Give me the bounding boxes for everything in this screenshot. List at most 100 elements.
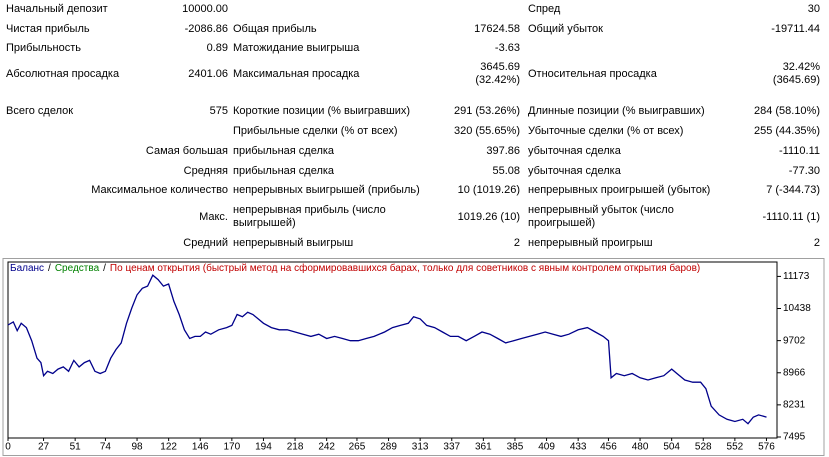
x-tick-label: 456	[600, 442, 617, 453]
legend-separator: /	[48, 263, 51, 274]
x-tick-label: 528	[695, 442, 712, 453]
report-label: Убыточные сделки (% от всех)	[528, 124, 684, 137]
x-tick-label: 242	[318, 442, 335, 453]
report-value: -2086.86	[184, 22, 228, 35]
report-label: Матожидание выигрыша	[233, 41, 360, 54]
report-value: -3.63	[494, 41, 520, 54]
report-value: 575	[209, 104, 228, 117]
y-tick-label: 8231	[783, 400, 806, 411]
report-label: Всего сделок	[6, 104, 74, 117]
report-row: Чистая прибыль -2086.86 Общая прибыль 17624…	[0, 19, 829, 39]
report-value: 291 (53.26%)	[453, 104, 520, 117]
report-value: 10 (1019.26)	[457, 183, 520, 196]
report-value: 2401.06	[188, 67, 228, 80]
report-value: 284 (58.10%)	[753, 104, 820, 117]
report-label: непрерывная прибыль (число выигрышей)	[233, 204, 386, 229]
x-tick-label: 98	[131, 442, 143, 453]
report-label: Максимальное количество	[91, 183, 228, 196]
report-label: Средняя	[183, 164, 228, 177]
x-tick-label: 313	[412, 442, 429, 453]
report-label: Прибыльность	[6, 41, 81, 54]
report-value: -19711.44	[771, 22, 820, 35]
x-tick-label: 27	[38, 442, 50, 453]
x-tick-label: 51	[70, 442, 82, 453]
report-row: Максимальное количество непрерывных выигр…	[0, 180, 829, 200]
report-label: Макс.	[199, 210, 228, 223]
report-label: прибыльная сделка	[233, 144, 335, 157]
x-tick-label: 146	[192, 442, 209, 453]
x-tick-label: 218	[287, 442, 304, 453]
report-value: 1019.26 (10)	[457, 210, 520, 223]
x-tick-label: 170	[224, 442, 241, 453]
report-value: 2	[513, 236, 520, 249]
report-label: Общий убыток	[528, 22, 603, 35]
x-tick-label: 433	[570, 442, 587, 453]
report-value: 0.89	[206, 41, 228, 54]
report-value: 255 (44.35%)	[753, 124, 820, 137]
report-label: Короткие позиции (% выигравших)	[233, 104, 411, 117]
y-tick-label: 11173	[783, 271, 810, 282]
report-label: Начальный депозит	[6, 2, 108, 15]
report-label: убыточная сделка	[528, 144, 621, 157]
report-label: Общая прибыль	[233, 22, 317, 35]
report-label: Абсолютная просадка	[6, 67, 120, 80]
x-tick-label: 265	[349, 442, 366, 453]
report-row: Абсолютная просадка 2401.06 Максимальная п…	[0, 58, 829, 90]
report-label: непрерывный выигрыш	[233, 236, 354, 249]
report-label: убыточная сделка	[528, 164, 621, 177]
report-value: 55.08	[492, 164, 520, 177]
x-tick-label: 74	[100, 442, 112, 453]
report-value: 30	[807, 2, 820, 15]
report-row: Средний непрерывный выигрыш 2 непрерывный п…	[0, 233, 829, 253]
report-label: Относительная просадка	[528, 67, 657, 80]
x-tick-label: 361	[475, 442, 492, 453]
x-tick-label: 337	[443, 442, 460, 453]
report-label: Спред	[528, 2, 561, 15]
report-value: -1110.11	[779, 144, 820, 157]
report-label: Средний	[183, 236, 228, 249]
x-tick-label: 289	[380, 442, 397, 453]
x-tick-label: 504	[663, 442, 680, 453]
x-tick-label: 552	[727, 442, 744, 453]
legend-separator: /	[103, 263, 106, 274]
report-label: Самая большая	[145, 144, 228, 157]
report-value: -1110.11 (1)	[762, 210, 820, 223]
chart: Баланс / Средства / По ценам открытия (быстр…	[2, 258, 825, 456]
y-tick-label: 9702	[783, 335, 806, 346]
x-tick-label: 480	[632, 442, 649, 453]
report-row: Начальный депозит 10000.00 Спред 30	[0, 0, 829, 19]
balance-line	[7, 274, 767, 425]
report-value: 10000.00	[182, 2, 228, 15]
report-row: Всего сделок 575 Короткие позиции (% выигр…	[0, 101, 829, 121]
report-row: Прибыльность 0.89 Матожидание выигрыша -3.6…	[0, 39, 829, 58]
x-tick-label: 0	[5, 442, 11, 453]
report-label: Чистая прибыль	[6, 22, 90, 35]
x-tick-label: 576	[758, 442, 775, 453]
y-tick-label: 10438	[783, 303, 811, 314]
report-label: Длинные позиции (% выигравших)	[528, 104, 705, 117]
legend-item: По ценам открытия (быстрый метод на сфор…	[110, 262, 700, 274]
legend-item: Средства	[55, 263, 100, 274]
x-tick-label: 385	[507, 442, 524, 453]
y-tick-label: 7495	[783, 432, 806, 443]
report-row: Макс. непрерывная прибыль (число выигрыше…	[0, 201, 829, 233]
x-tick-label: 122	[160, 442, 177, 453]
report-label: непрерывный убыток (число проигрышей)	[528, 204, 674, 229]
report-value: 32.42% (3645.69)	[772, 61, 820, 86]
legend: Баланс / Средства / По ценам открытия (быстр…	[10, 262, 700, 274]
x-tick-label: 194	[255, 442, 272, 453]
x-tick-label: 409	[538, 442, 555, 453]
report-row: Самая большая прибыльная сделка 397.86 убыт…	[0, 141, 829, 161]
report-value: 397.86	[486, 144, 520, 157]
report-label: прибыльная сделка	[233, 164, 335, 177]
report-value: 2	[813, 236, 820, 249]
report-value: 7 (-344.73)	[766, 183, 820, 196]
report-value: -77.30	[788, 164, 820, 177]
report-label: Прибыльные сделки (% от всех)	[233, 124, 398, 137]
report-row: Средняя прибыльная сделка 55.08 убыточная с…	[0, 161, 829, 181]
legend-item: Баланс	[10, 263, 44, 274]
report-label: Максимальная просадка	[233, 67, 360, 80]
report-value: 3645.69 (32.42%)	[475, 61, 520, 86]
y-tick-label: 8966	[783, 367, 806, 378]
